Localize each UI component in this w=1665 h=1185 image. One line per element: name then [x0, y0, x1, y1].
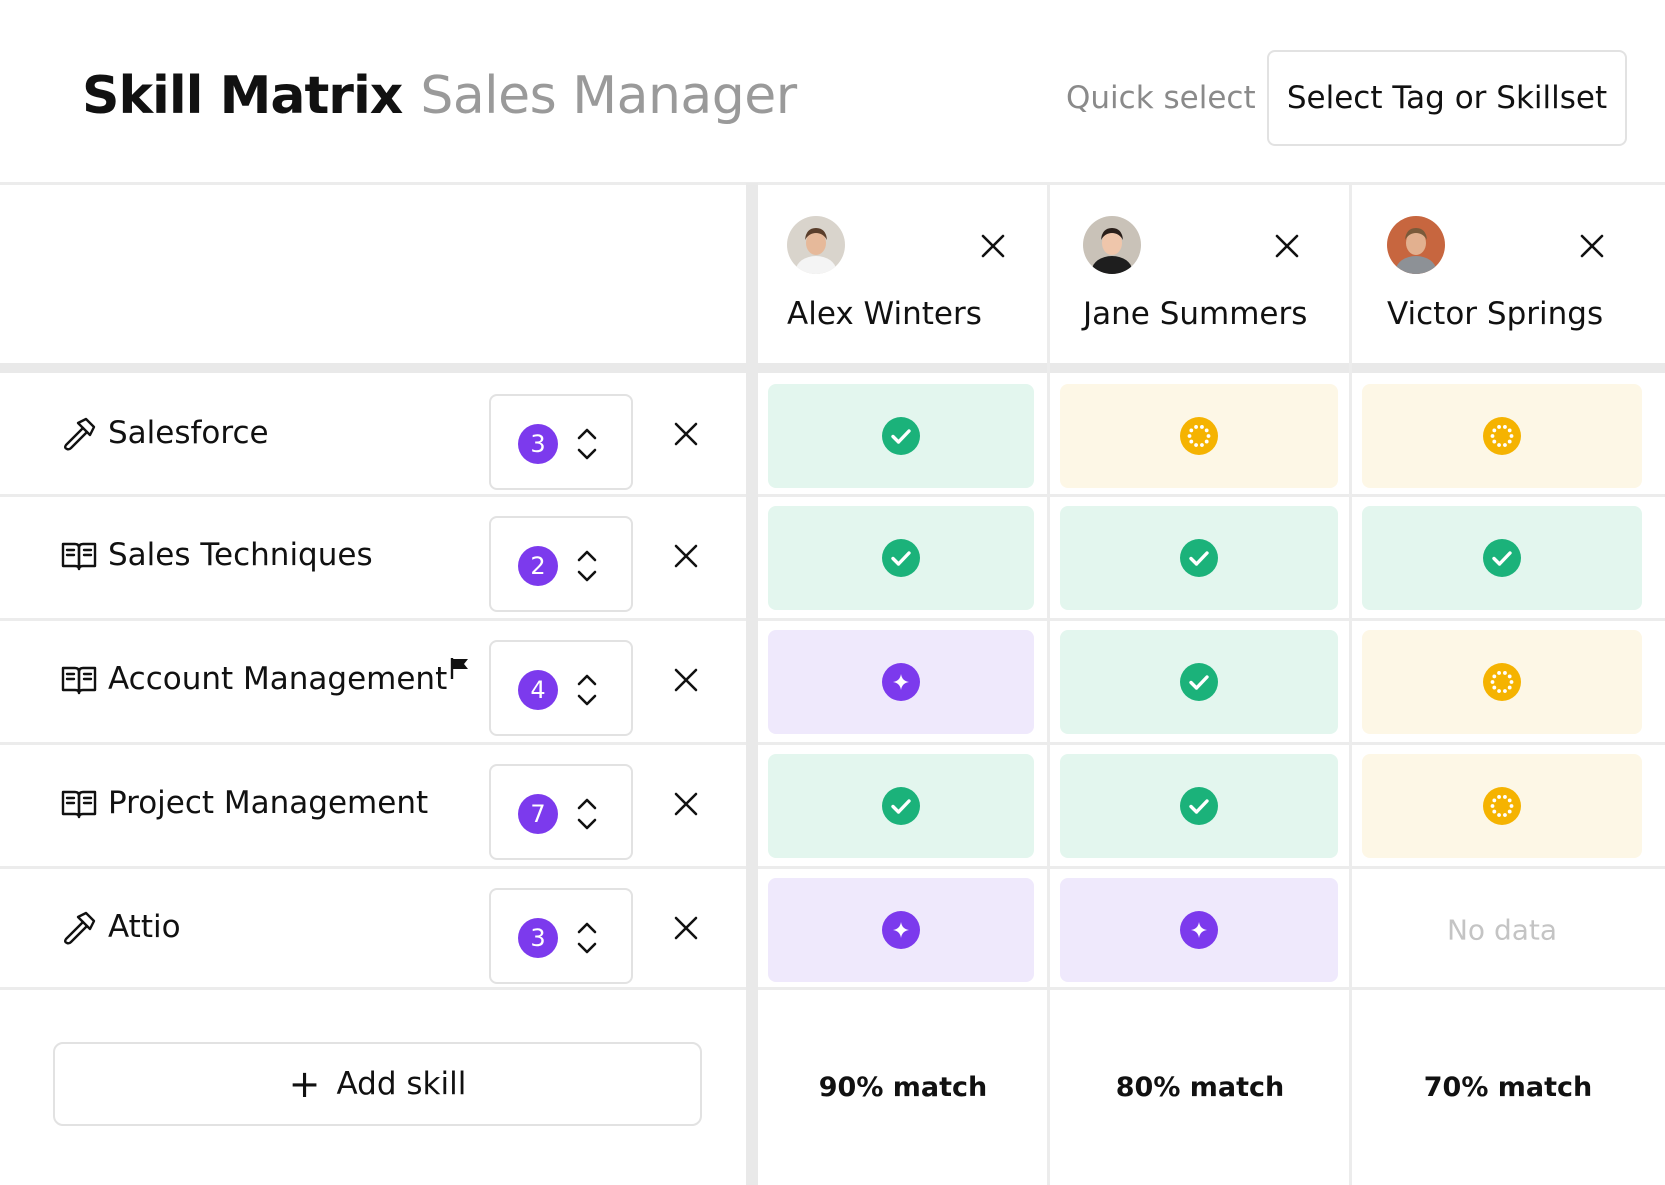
remove-person-close-icon[interactable]	[977, 230, 1009, 262]
skill-cell-pending[interactable]	[1362, 630, 1642, 734]
level-selector[interactable]: 7	[489, 764, 633, 860]
skill-cell-verified[interactable]	[768, 754, 1034, 858]
check-circle-icon	[1179, 538, 1219, 578]
skill-row: Salesforce 3	[0, 374, 746, 494]
level-selector[interactable]: 3	[489, 394, 633, 490]
skill-cell-verified[interactable]	[1060, 630, 1338, 734]
level-badge: 3	[518, 424, 558, 464]
page-title-main: Skill Matrix	[82, 66, 403, 126]
check-circle-icon	[1179, 662, 1219, 702]
skill-cell-pending[interactable]	[1362, 384, 1642, 488]
page-subtitle: Sales Manager	[420, 66, 797, 126]
page-title: Skill Matrix Sales Manager	[82, 66, 797, 126]
header-divider	[0, 363, 1665, 373]
avatar	[787, 216, 845, 274]
quick-select-label: Quick select	[1066, 80, 1256, 116]
skill-cell-verified[interactable]	[1362, 506, 1642, 610]
check-circle-icon	[881, 786, 921, 826]
skill-cell-verified[interactable]	[768, 384, 1034, 488]
skill-cell-sparkle[interactable]	[1060, 878, 1338, 982]
skill-name: Attio	[108, 909, 181, 945]
skill-row: Sales Techniques 2	[0, 496, 746, 616]
book-icon	[60, 537, 98, 575]
level-badge: 4	[518, 670, 558, 710]
chevron-updown-icon[interactable]	[574, 424, 600, 464]
hammer-icon	[60, 909, 98, 947]
remove-skill-close-icon[interactable]	[670, 788, 702, 820]
level-selector[interactable]: 3	[489, 888, 633, 984]
level-selector[interactable]: 4	[489, 640, 633, 736]
remove-person-close-icon[interactable]	[1271, 230, 1303, 262]
divider	[1047, 183, 1050, 1185]
level-badge: 3	[518, 918, 558, 958]
remove-person-close-icon[interactable]	[1576, 230, 1608, 262]
check-circle-icon	[881, 416, 921, 456]
divider	[0, 866, 1665, 869]
divider	[0, 987, 1665, 990]
level-selector[interactable]: 2	[489, 516, 633, 612]
skill-cell-verified[interactable]	[1060, 754, 1338, 858]
skill-row: Account Management 4	[0, 620, 746, 740]
level-badge: 7	[518, 794, 558, 834]
skill-row: Project Management 7	[0, 744, 746, 864]
match-score: 80% match	[1115, 1072, 1285, 1103]
check-circle-icon	[881, 538, 921, 578]
match-score: 90% match	[818, 1072, 988, 1103]
chevron-updown-icon[interactable]	[574, 546, 600, 586]
avatar	[1083, 216, 1141, 274]
avatar	[1387, 216, 1445, 274]
person-name: Jane Summers	[1083, 296, 1308, 332]
sparkle-icon	[881, 910, 921, 950]
remove-skill-close-icon[interactable]	[670, 664, 702, 696]
skill-name: Account Management	[108, 661, 448, 697]
level-badge: 2	[518, 546, 558, 586]
skill-cell-pending[interactable]	[1362, 754, 1642, 858]
pending-circle-icon	[1482, 786, 1522, 826]
book-icon	[60, 785, 98, 823]
skill-cell-pending[interactable]	[1060, 384, 1338, 488]
hammer-icon	[60, 415, 98, 453]
person-name: Alex Winters	[787, 296, 982, 332]
divider	[0, 494, 1665, 497]
plus-icon: +	[288, 1062, 321, 1106]
flag-icon	[449, 656, 471, 680]
column-separator	[746, 183, 758, 1185]
chevron-updown-icon[interactable]	[574, 670, 600, 710]
add-skill-button[interactable]: + Add skill	[53, 1042, 702, 1126]
remove-skill-close-icon[interactable]	[670, 418, 702, 450]
divider	[0, 618, 1665, 621]
check-circle-icon	[1482, 538, 1522, 578]
skill-name: Salesforce	[108, 415, 269, 451]
remove-skill-close-icon[interactable]	[670, 540, 702, 572]
sparkle-icon	[881, 662, 921, 702]
check-circle-icon	[1179, 786, 1219, 826]
add-skill-label: Add skill	[336, 1066, 467, 1102]
skill-cell-sparkle[interactable]	[768, 878, 1034, 982]
select-tag-button[interactable]: Select Tag or Skillset	[1267, 50, 1627, 146]
person-name: Victor Springs	[1387, 296, 1604, 332]
sparkle-icon	[1179, 910, 1219, 950]
divider	[0, 182, 1665, 185]
divider	[0, 742, 1665, 745]
skill-name: Project Management	[108, 785, 429, 821]
chevron-updown-icon[interactable]	[574, 918, 600, 958]
book-icon	[60, 661, 98, 699]
pending-circle-icon	[1482, 662, 1522, 702]
skill-cell-verified[interactable]	[1060, 506, 1338, 610]
match-score: 70% match	[1423, 1072, 1593, 1103]
divider	[1349, 183, 1352, 1185]
skill-cell-sparkle[interactable]	[768, 630, 1034, 734]
skill-name: Sales Techniques	[108, 537, 373, 573]
skill-row: Attio 3	[0, 868, 746, 988]
chevron-updown-icon[interactable]	[574, 794, 600, 834]
no-data-label: No data	[1446, 913, 1558, 947]
remove-skill-close-icon[interactable]	[670, 912, 702, 944]
pending-circle-icon	[1482, 416, 1522, 456]
skill-cell-verified[interactable]	[768, 506, 1034, 610]
pending-circle-icon	[1179, 416, 1219, 456]
